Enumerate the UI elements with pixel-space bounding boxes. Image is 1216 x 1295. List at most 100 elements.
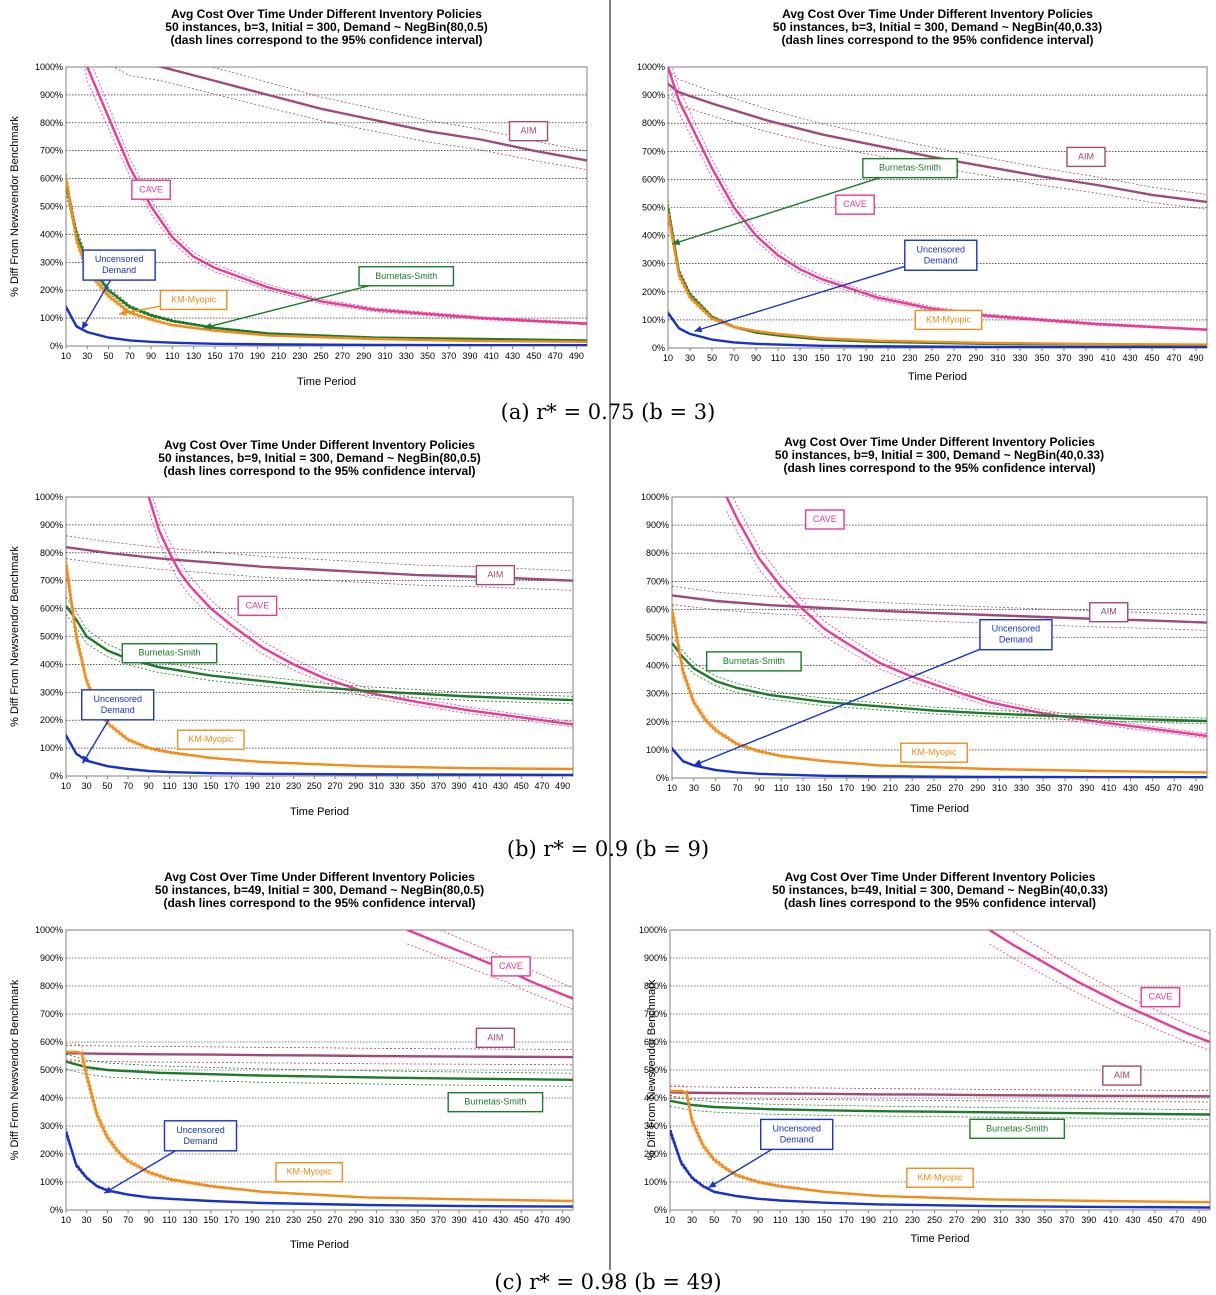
x-tick-label: 210 — [265, 1215, 280, 1225]
x-tick-label: 430 — [493, 1215, 508, 1225]
annotation-arrowhead — [81, 321, 89, 330]
chart-4: Avg Cost Over Time Under Different Inven… — [641, 435, 1208, 815]
annotation-label: Demand — [924, 255, 958, 265]
series-line-cave — [988, 930, 1210, 1044]
x-tick-label: 430 — [493, 781, 508, 791]
x-tick-label: 150 — [817, 783, 832, 793]
x-tick-label: 30 — [685, 353, 695, 363]
y-tick-label: 400% — [646, 661, 669, 671]
x-tick-label: 250 — [927, 1215, 942, 1225]
x-tick-label: 70 — [123, 1215, 133, 1225]
x-tick-label: 50 — [104, 351, 114, 361]
y-axis-label: % Diff From Newsvendor Benchmark — [9, 116, 21, 297]
x-tick-label: 190 — [245, 1215, 260, 1225]
x-axis-label: Time Period — [910, 803, 969, 815]
annotation-label: Demand — [780, 1134, 814, 1144]
y-tick-label: 0% — [50, 771, 63, 781]
annotation-label: Demand — [183, 1136, 217, 1146]
chart-title-line: (dash lines correspond to the 95% confid… — [781, 33, 1093, 47]
x-tick-label: 50 — [102, 1215, 112, 1225]
x-tick-label: 450 — [514, 781, 529, 791]
annotation-label: Burnetas-Smith — [879, 163, 941, 173]
annotation-label: CAVE — [1148, 992, 1172, 1002]
x-tick-label: 170 — [839, 783, 854, 793]
series-ci-aim — [66, 558, 573, 591]
annotation-label: AIM — [487, 570, 503, 580]
y-tick-label: 500% — [646, 633, 669, 643]
annotation-arrowhead — [82, 755, 90, 764]
y-tick-label: 700% — [40, 1009, 63, 1019]
annotation-arrow — [672, 167, 911, 245]
y-tick-label: 200% — [40, 1149, 63, 1159]
x-tick-label: 390 — [1079, 783, 1094, 793]
y-tick-label: 100% — [644, 1177, 667, 1187]
x-tick-label: 10 — [663, 353, 673, 363]
x-tick-label: 270 — [328, 1215, 343, 1225]
annotation-label: Uncensored — [176, 1125, 225, 1135]
x-tick-label: 310 — [993, 1215, 1008, 1225]
x-tick-label: 190 — [858, 353, 873, 363]
y-tick-label: 600% — [644, 1037, 667, 1047]
annotation-box-burnetas-smith — [121, 643, 218, 664]
annotation-label: Demand — [101, 705, 135, 715]
y-tick-label: 500% — [40, 202, 63, 212]
y-tick-label: 300% — [40, 1121, 63, 1131]
x-tick-label: 170 — [229, 351, 244, 361]
x-tick-label: 490 — [569, 351, 584, 361]
plot-area — [667, 66, 1208, 349]
plot-area — [65, 66, 588, 347]
caption-a: (a) r* = 0.75 (b = 3) — [501, 400, 716, 424]
series-ci-aim — [668, 70, 1207, 195]
chart-title-line: 50 instances, b=49, Initial = 300, Deman… — [772, 883, 1108, 897]
x-tick-label: 70 — [731, 1215, 741, 1225]
x-tick-label: 110 — [773, 1215, 787, 1225]
x-tick-label: 470 — [1169, 1215, 1184, 1225]
x-tick-label: 490 — [555, 1215, 570, 1225]
x-tick-label: 390 — [452, 781, 467, 791]
series-ci-cave — [726, 510, 1207, 739]
x-tick-label: 310 — [369, 781, 384, 791]
x-tick-label: 110 — [771, 353, 785, 363]
x-tick-label: 470 — [534, 781, 549, 791]
x-tick-label: 150 — [817, 1215, 832, 1225]
chart-title-line: 50 instances, b=9, Initial = 300, Demand… — [158, 451, 480, 465]
chart-title-line: (dash lines correspond to the 95% confid… — [170, 33, 482, 47]
annotation-box-uncensored-demand — [904, 239, 978, 271]
y-tick-label: 100% — [642, 315, 665, 325]
chart-title-line: (dash lines correspond to the 95% confid… — [784, 896, 1096, 910]
series-ci-aim — [670, 1086, 1210, 1091]
x-tick-label: 230 — [902, 353, 917, 363]
series-ci-aim — [113, 67, 587, 171]
x-tick-label: 290 — [968, 353, 983, 363]
annotation-box-burnetas-smith — [862, 157, 958, 179]
y-tick-label: 200% — [644, 1149, 667, 1159]
y-tick-label: 800% — [40, 118, 63, 128]
annotation-arrowhead — [204, 322, 213, 330]
y-tick-label: 700% — [646, 576, 669, 586]
annotation-label: Uncensored — [917, 244, 966, 254]
x-tick-label: 110 — [774, 783, 788, 793]
annotation-box-burnetas-smith — [969, 1118, 1066, 1140]
series-ci-cave — [668, 80, 1207, 331]
chart-title-line: Avg Cost Over Time Under Different Inven… — [164, 438, 475, 452]
x-tick-label: 70 — [125, 351, 135, 361]
x-tick-label: 70 — [123, 781, 133, 791]
x-tick-label: 130 — [796, 783, 811, 793]
annotation-label: KM-Myopic — [171, 294, 217, 304]
annotation-box-km-myopic — [176, 729, 245, 750]
x-tick-label: 310 — [992, 783, 1007, 793]
x-tick-label: 110 — [165, 351, 179, 361]
y-tick-label: 1000% — [35, 492, 63, 502]
chart-title-line: (dash lines correspond to the 95% confid… — [783, 461, 1095, 475]
y-tick-label: 900% — [644, 953, 667, 963]
x-tick-label: 90 — [751, 353, 761, 363]
y-tick-label: 900% — [40, 90, 63, 100]
annotation-box-km-myopic — [275, 1161, 344, 1183]
annotation-label: Burnetas-Smith — [138, 648, 200, 658]
series-group — [66, 67, 587, 346]
chart-title-line: Avg Cost Over Time Under Different Inven… — [171, 7, 482, 21]
chart-title-line: (dash lines correspond to the 95% confid… — [163, 896, 475, 910]
annotation-box-cave — [131, 179, 171, 200]
y-tick-label: 400% — [40, 1093, 63, 1103]
x-tick-label: 330 — [390, 1215, 405, 1225]
